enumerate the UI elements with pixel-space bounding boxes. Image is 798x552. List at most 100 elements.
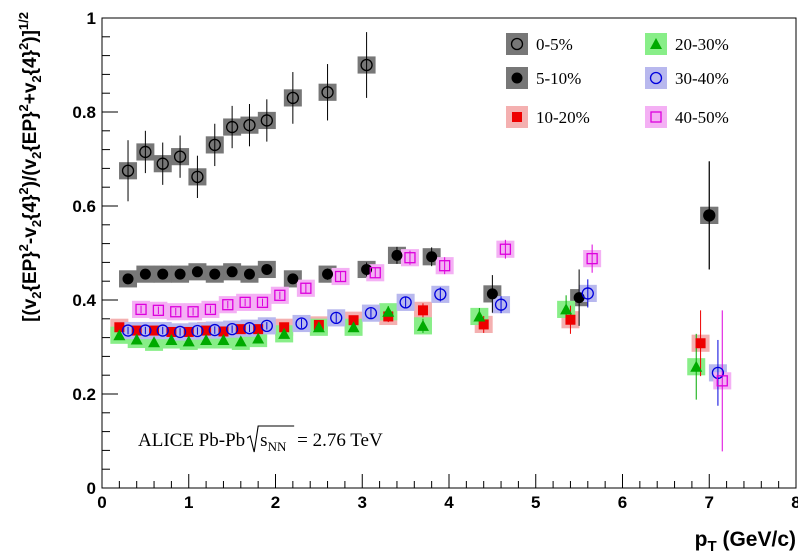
point-40-50 — [439, 260, 451, 272]
x-tick-label: 8 — [791, 493, 798, 512]
legend-label-5-10: 5-10% — [536, 69, 581, 88]
legend-label-30-40: 30-40% — [675, 69, 729, 88]
point-5-10 — [361, 263, 373, 275]
point-20-30 — [560, 303, 573, 315]
point-20-30 — [130, 333, 143, 345]
point-40-50 — [222, 299, 234, 311]
axes: 0 1 2 3 4 5 6 7 8 0 0.2 0.4 0.6 0.8 1 — [72, 9, 798, 512]
point-5-10 — [139, 268, 151, 280]
point-30-40 — [494, 298, 508, 311]
legend-box-40-50 — [645, 106, 667, 128]
markers — [113, 58, 728, 387]
y-tick-label: 0.4 — [72, 291, 96, 310]
point-20-30 — [382, 305, 395, 317]
legend-marker-40-50 — [650, 111, 662, 123]
point-30-40 — [330, 311, 343, 325]
point-0-5 — [156, 157, 169, 170]
point-5-10 — [391, 249, 403, 261]
point-30-40 — [295, 317, 308, 330]
x-tick-label: 3 — [358, 493, 367, 512]
point-20-30 — [312, 321, 325, 333]
point-10-20 — [183, 326, 194, 337]
point-20-30 — [113, 329, 126, 341]
y-tick-label: 1 — [87, 9, 96, 28]
point-10-20 — [253, 324, 264, 335]
point-5-10 — [226, 266, 238, 278]
x-tick-label: 0 — [97, 493, 106, 512]
legend-label-20-30: 20-30% — [675, 35, 729, 54]
point-0-5 — [225, 120, 239, 134]
point-0-5 — [260, 114, 273, 127]
x-axis-title: pT (GeV/c) — [695, 528, 796, 552]
point-5-10 — [157, 268, 169, 280]
point-10-20 — [478, 319, 489, 330]
point-10-20 — [131, 325, 142, 336]
sqrt-symbol — [246, 425, 295, 453]
axis-labels: pT (GeV/c) [(v2{EP}2-v2{4}2)/(v2{EP}2+v2{… — [16, 12, 796, 552]
point-30-40 — [243, 322, 256, 335]
point-5-10 — [426, 251, 438, 263]
legend-box-0-5 — [506, 33, 528, 55]
point-30-40 — [260, 319, 273, 333]
legend-label-0-5: 0-5% — [536, 35, 573, 54]
point-10-20 — [114, 322, 125, 333]
x-tick-label: 4 — [444, 493, 454, 512]
point-10-20 — [166, 326, 177, 337]
point-0-5 — [139, 145, 152, 159]
point-30-40 — [121, 324, 135, 337]
x-tick-label: 2 — [271, 493, 280, 512]
point-30-40 — [399, 296, 412, 309]
point-20-30 — [217, 333, 230, 345]
point-40-50 — [404, 252, 416, 264]
point-20-30 — [148, 336, 161, 348]
legend-marker-30-40 — [649, 71, 663, 85]
point-30-40 — [225, 322, 239, 336]
point-30-40 — [364, 307, 378, 320]
point-40-50 — [204, 303, 217, 316]
point-40-50 — [300, 282, 312, 294]
point-40-50 — [170, 306, 182, 318]
x-tick-label: 7 — [705, 493, 714, 512]
point-40-50 — [256, 296, 269, 309]
point-5-10 — [486, 288, 498, 300]
legend-marker-20-30 — [650, 38, 662, 49]
x-tick-label: 1 — [184, 493, 193, 512]
y-axis-title: [(v2{EP}2-v2{4}2)/(v2{EP}2+v2{4}2)]1/2 — [16, 12, 44, 322]
error-bars — [118, 32, 723, 452]
point-40-50 — [334, 270, 347, 283]
point-10-20 — [348, 315, 359, 326]
y-tick-label: 0 — [87, 479, 96, 498]
point-5-10 — [261, 263, 273, 275]
point-20-30 — [473, 310, 486, 322]
legend-marker-10-20 — [512, 112, 522, 122]
point-30-40 — [139, 324, 152, 337]
point-30-40 — [711, 366, 725, 380]
x-tick-label: 6 — [618, 493, 627, 512]
point-30-40 — [173, 325, 187, 339]
point-10-20 — [565, 314, 576, 325]
point-40-50 — [239, 296, 251, 309]
point-0-5 — [360, 58, 373, 72]
point-20-30 — [278, 327, 291, 339]
point-0-5 — [286, 91, 300, 105]
point-10-20 — [279, 322, 290, 333]
legend: 0-5% 5-10% 10-20% 20-30% 30-40% 40-50% — [506, 33, 729, 128]
y-tick-label: 0.8 — [72, 103, 96, 122]
plot-frame — [101, 17, 797, 489]
legend-label-10-20: 10-20% — [536, 108, 590, 127]
point-10-20 — [218, 326, 229, 337]
point-30-40 — [208, 323, 221, 337]
point-20-30 — [416, 319, 429, 331]
point-40-50 — [187, 306, 199, 318]
point-5-10 — [322, 268, 334, 280]
point-0-5 — [121, 164, 135, 177]
point-5-10 — [191, 266, 203, 278]
annotation: ALICE Pb-Pb sNN = 2.76 TeV — [138, 430, 383, 454]
point-10-20 — [201, 325, 212, 336]
point-5-10 — [174, 268, 186, 280]
point-0-5 — [173, 150, 187, 163]
y-tick-label: 0.2 — [72, 385, 96, 404]
point-40-50 — [499, 243, 512, 255]
legend-box-30-40 — [645, 67, 667, 89]
